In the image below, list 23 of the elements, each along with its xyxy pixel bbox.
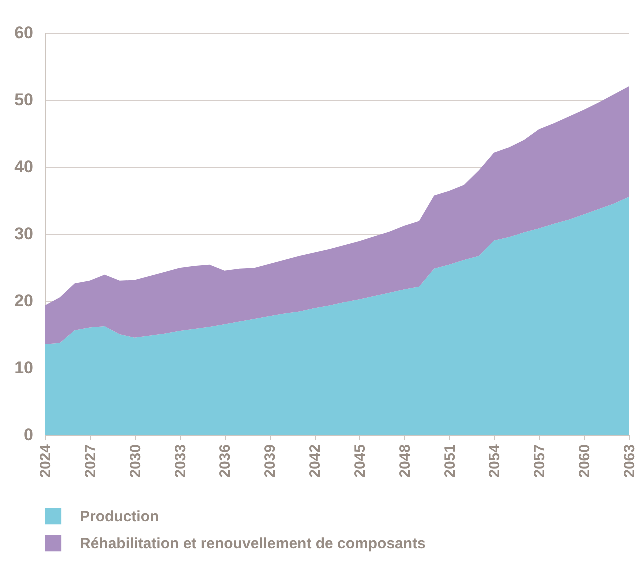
x-tick-label: 2042 xyxy=(307,444,324,478)
x-tick-label: 2036 xyxy=(217,444,234,478)
x-tick-label: 2051 xyxy=(442,444,459,478)
y-tick-label: 10 xyxy=(14,358,34,378)
y-tick-label: 0 xyxy=(24,426,34,444)
x-tick-label: 2045 xyxy=(352,444,369,478)
y-tick-label: 50 xyxy=(14,90,34,110)
x-tick-label: 2027 xyxy=(82,444,100,478)
y-tick-label: 60 xyxy=(14,24,34,42)
x-tick-label: 2048 xyxy=(396,444,414,478)
y-tick-label: 30 xyxy=(14,224,34,244)
x-tick-label: 2024 xyxy=(38,444,54,478)
legend-label: Réhabilitation et renouvellement de composants xyxy=(80,536,426,552)
x-tick-label: 2039 xyxy=(262,444,280,478)
x-tick-label: 2030 xyxy=(127,444,144,478)
x-tick-label: 2060 xyxy=(576,444,594,478)
y-tick-label: 20 xyxy=(14,292,34,310)
x-tick-label: 2057 xyxy=(532,444,549,478)
x-tick-label: 2054 xyxy=(486,444,504,478)
x-tick-label: 2033 xyxy=(172,444,190,478)
legend-label: Production xyxy=(80,508,160,526)
x-tick-label: 2063 xyxy=(622,444,638,478)
y-tick-label: 40 xyxy=(14,158,34,176)
